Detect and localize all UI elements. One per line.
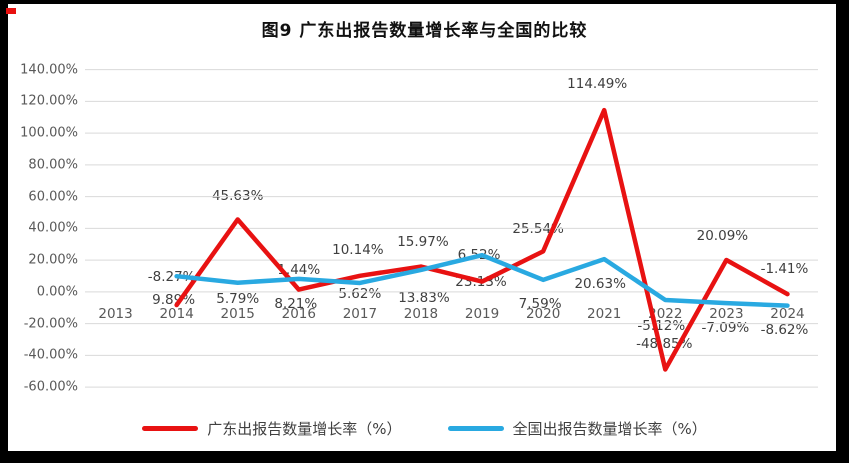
y-tick-label: -20.00%: [23, 316, 78, 332]
x-category-label: 2018: [403, 306, 439, 322]
data-label-national: -8.62%: [760, 321, 809, 338]
y-tick-label: 60.00%: [28, 189, 78, 205]
x-category-label: 2024: [770, 306, 805, 322]
data-label-national: 5.62%: [338, 285, 382, 302]
chart-title: 图9 广东出报告数量增长率与全国的比较: [261, 21, 588, 41]
y-tick-label: 40.00%: [28, 220, 78, 236]
data-label-national: 8.21%: [274, 295, 318, 312]
x-category-label: 2016: [281, 306, 316, 322]
x-category-label: 2015: [220, 306, 255, 322]
y-tick-label: 120.00%: [20, 93, 78, 109]
x-category-label: 2021: [587, 306, 622, 322]
window-border-left: [0, 0, 8, 463]
x-category-label: 2022: [648, 306, 683, 322]
data-label-guangdong: -1.41%: [760, 261, 809, 278]
legend-swatch-guangdong: [142, 425, 199, 431]
y-tick-label: 140.00%: [20, 62, 78, 78]
legend-label-guangdong: 广东出报告数量增长率（%）: [207, 419, 402, 438]
data-label-national: 13.83%: [398, 289, 450, 306]
data-label-guangdong: 114.49%: [567, 76, 628, 93]
data-label-national: -5.12%: [637, 318, 686, 335]
x-category-label: 2017: [342, 306, 378, 322]
data-label-guangdong: 10.14%: [332, 241, 384, 258]
x-category-label: 2014: [159, 306, 194, 322]
legend-item-national: 全国出报告数量增长率（%）: [447, 418, 707, 439]
data-label-guangdong: 20.09%: [696, 228, 749, 244]
y-tick-label: 100.00%: [20, 125, 78, 141]
y-tick-label: 0.00%: [36, 284, 78, 300]
y-tick-label: 80.00%: [28, 157, 78, 173]
data-label-guangdong: 1.44%: [277, 261, 321, 278]
window-border-bottom: [0, 451, 849, 463]
legend-item-guangdong: 广东出报告数量增长率（%）: [142, 418, 402, 439]
data-label-national: 20.63%: [574, 276, 626, 293]
legend-swatch-national: [447, 425, 504, 431]
x-category-label: 2019: [464, 306, 500, 322]
x-category-label: 2013: [98, 306, 133, 322]
y-tick-label: -60.00%: [23, 379, 78, 395]
data-label-national: 5.79%: [216, 290, 260, 307]
window-border-top: [0, 0, 849, 4]
data-label-national: 7.59%: [518, 295, 562, 312]
window-border-right: [836, 0, 849, 463]
series-line-national: [174, 252, 790, 308]
y-tick-label: -40.00%: [23, 347, 78, 363]
data-label-guangdong: -8.27%: [147, 269, 196, 286]
y-tick-label: 20.00%: [28, 252, 78, 268]
corner-red-mark: [6, 8, 16, 14]
data-label-guangdong: 15.97%: [397, 233, 449, 250]
chart-legend: 广东出报告数量增长率（%） 全国出报告数量增长率（%）: [0, 413, 849, 443]
series-line-guangdong: [174, 107, 790, 372]
x-category-label: 2023: [709, 306, 744, 322]
x-category-label: 2020: [525, 306, 561, 322]
legend-label-national: 全国出报告数量增长率（%）: [512, 419, 707, 438]
